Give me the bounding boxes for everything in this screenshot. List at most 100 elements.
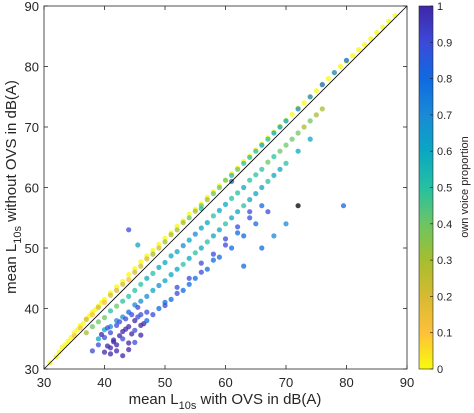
data-point xyxy=(265,209,271,215)
data-point xyxy=(107,292,114,298)
data-point xyxy=(186,281,192,287)
data-point xyxy=(80,321,86,327)
data-point xyxy=(174,290,180,296)
data-point xyxy=(210,213,216,219)
data-point xyxy=(95,319,101,325)
data-point xyxy=(126,340,132,346)
colorbar-tick-label: 0 xyxy=(437,364,443,376)
colorbar-tick-label: 0.7 xyxy=(437,110,452,122)
data-point xyxy=(210,251,216,257)
data-point xyxy=(71,333,77,339)
data-point xyxy=(114,342,120,348)
data-point xyxy=(150,247,156,253)
data-point xyxy=(301,124,307,130)
data-point xyxy=(192,231,198,237)
data-point xyxy=(144,318,150,324)
data-point xyxy=(186,215,192,221)
data-point xyxy=(89,312,95,318)
data-point xyxy=(259,142,265,148)
data-point xyxy=(156,282,162,289)
x-tick-label: 80 xyxy=(339,375,353,390)
data-point xyxy=(138,263,144,269)
data-point xyxy=(331,70,337,76)
data-point xyxy=(114,348,120,354)
data-point xyxy=(222,177,229,183)
data-point xyxy=(83,330,89,336)
data-point xyxy=(156,264,162,270)
data-point xyxy=(174,249,180,255)
data-point xyxy=(114,287,120,293)
data-point xyxy=(123,326,129,332)
data-point xyxy=(186,255,192,261)
x-axis-label: mean L10s with OVS in dB(A) xyxy=(129,391,322,412)
data-point xyxy=(241,233,247,239)
data-point xyxy=(129,312,135,318)
data-point xyxy=(162,278,168,284)
data-point xyxy=(289,136,295,142)
x-tick-label: 90 xyxy=(400,375,414,390)
y-axis: 30 40 50 60 70 80 90 xyxy=(25,0,407,377)
data-point xyxy=(132,327,138,333)
data-point xyxy=(295,203,301,209)
data-point xyxy=(283,142,289,148)
data-point xyxy=(56,349,62,355)
data-point xyxy=(65,338,71,344)
data-point xyxy=(95,336,101,342)
data-point xyxy=(174,227,180,233)
colorbar-tick-label: 0.8 xyxy=(437,74,452,86)
data-point xyxy=(150,312,156,318)
data-point xyxy=(98,331,105,338)
data-point xyxy=(174,284,180,290)
data-point xyxy=(271,172,277,178)
data-point xyxy=(216,254,222,260)
colorbar-tick-label: 0.5 xyxy=(437,183,452,195)
data-point xyxy=(271,154,277,160)
data-point xyxy=(253,221,259,227)
data-point xyxy=(162,239,168,245)
data-point xyxy=(247,177,253,183)
data-point xyxy=(210,233,216,239)
data-point xyxy=(162,302,168,309)
data-point xyxy=(241,160,247,166)
data-point xyxy=(111,337,117,343)
data-point xyxy=(174,266,180,272)
data-point xyxy=(241,263,247,269)
data-point xyxy=(132,318,138,324)
data-point xyxy=(222,236,229,242)
data-point xyxy=(319,106,325,112)
colorbar-tick-label: 0.4 xyxy=(437,219,452,231)
data-point xyxy=(198,245,204,251)
data-point xyxy=(101,349,108,355)
x-tick-label: 70 xyxy=(279,375,293,390)
data-point xyxy=(162,235,168,241)
data-point xyxy=(198,225,204,231)
data-point xyxy=(101,315,108,321)
data-point xyxy=(235,190,241,196)
data-point xyxy=(144,293,150,299)
data-point xyxy=(277,148,283,154)
data-point xyxy=(277,124,283,130)
data-point xyxy=(156,245,162,251)
data-point xyxy=(180,261,186,267)
data-point xyxy=(204,197,210,203)
colorbar-label: own voice proportion xyxy=(459,136,471,238)
data-point xyxy=(126,227,132,233)
data-point xyxy=(150,270,156,276)
data-point xyxy=(192,275,198,281)
data-point xyxy=(216,207,222,214)
data-point xyxy=(180,287,186,293)
data-point xyxy=(114,284,120,290)
data-point xyxy=(325,76,331,82)
data-point xyxy=(89,324,95,330)
data-point xyxy=(126,276,132,283)
data-point xyxy=(241,184,247,191)
data-point xyxy=(126,347,132,353)
data-point xyxy=(289,111,295,117)
data-point xyxy=(162,259,168,266)
y-tick-label: 50 xyxy=(25,241,39,256)
data-point xyxy=(368,36,374,42)
data-point xyxy=(271,233,277,239)
data-point xyxy=(95,304,101,310)
data-point xyxy=(204,266,210,272)
data-point xyxy=(265,178,271,184)
